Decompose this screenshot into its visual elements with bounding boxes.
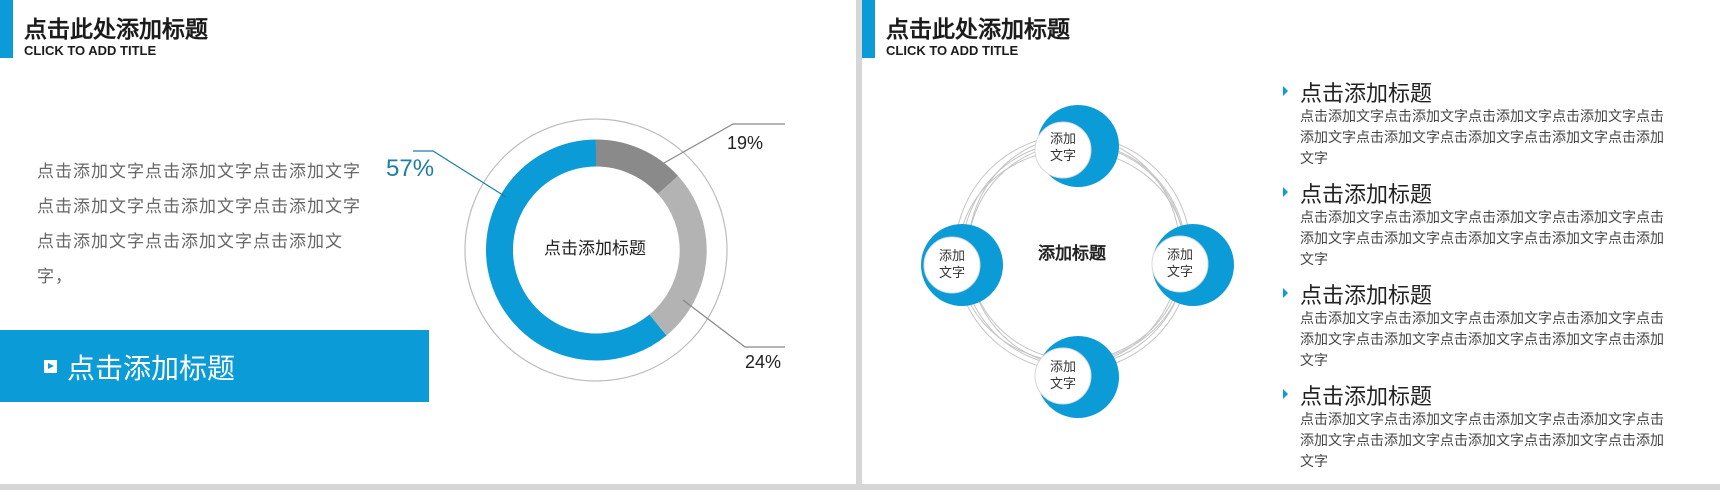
node-label-line: 文字	[1049, 377, 1076, 392]
slide-left: 点击此处添加标题 CLICK TO ADD TITLE 点击添加文字点击添加文字…	[0, 0, 856, 484]
caret-right-icon	[1283, 86, 1288, 96]
node-label-line: 添加	[938, 249, 965, 264]
node-right-label: 添加 文字	[1160, 247, 1200, 281]
caret-right-icon	[1283, 389, 1288, 399]
donut-segment-medium	[649, 175, 707, 336]
node-label-line: 添加	[1049, 132, 1076, 147]
title-accent-bar	[862, 0, 875, 58]
list-item: 点击添加标题 点击添加文字点击添加文字点击添加文字点击添加文字点击添加文字点击添…	[1283, 177, 1673, 278]
donut-outer-ring	[464, 118, 728, 382]
label-medium: 24%	[745, 352, 782, 372]
node-left-label: 添加 文字	[932, 248, 972, 282]
slide-subtitle: CLICK TO ADD TITLE	[24, 43, 157, 58]
play-icon	[44, 360, 57, 373]
slide-right: 点击此处添加标题 CLICK TO ADD TITLE 添加 文字	[862, 0, 1720, 484]
node-label-line: 文字	[1166, 265, 1193, 280]
leader-line-small	[663, 123, 785, 164]
diagram-center-title: 添加标题	[1038, 244, 1106, 264]
slide-subtitle: CLICK TO ADD TITLE	[886, 43, 1019, 58]
node-label-line: 添加	[1049, 360, 1076, 375]
leader-line-medium	[682, 299, 785, 348]
title-banner[interactable]	[0, 330, 429, 402]
list-item-text: 点击添加文字点击添加文字点击添加文字点击添加文字点击添加文字点击添加文字点击添加…	[1300, 109, 1664, 167]
cycle-diagram	[921, 105, 1234, 418]
title-accent-bar	[0, 0, 13, 58]
node-left	[921, 224, 1003, 306]
list-item-title: 点击添加标题	[1300, 183, 1433, 208]
list-item-title: 点击添加标题	[1300, 82, 1433, 107]
list-item-text: 点击添加文字点击添加文字点击添加文字点击添加文字点击添加文字点击添加文字点击添加…	[1300, 210, 1664, 268]
donut-segment-small	[595, 139, 679, 195]
donut-segment-main	[486, 139, 667, 361]
list-item-title: 点击添加标题	[1300, 385, 1433, 410]
list-item: 点击添加标题 点击添加文字点击添加文字点击添加文字点击添加文字点击添加文字点击添…	[1283, 76, 1673, 177]
node-bottom	[1034, 336, 1119, 418]
slide-title: 点击此处添加标题	[24, 17, 208, 43]
slide-title: 点击此处添加标题	[886, 17, 1070, 43]
list-item: 点击添加标题 点击添加文字点击添加文字点击添加文字点击添加文字点击添加文字点击添…	[1283, 278, 1673, 379]
bullet-list: 点击添加标题 点击添加文字点击添加文字点击添加文字点击添加文字点击添加文字点击添…	[1283, 76, 1673, 480]
node-top-label: 添加 文字	[1043, 131, 1083, 165]
node-label-line: 文字	[938, 266, 965, 281]
caret-right-icon	[1283, 187, 1288, 197]
donut-chart	[413, 118, 785, 382]
caret-right-icon	[1283, 288, 1288, 298]
label-small: 19%	[727, 133, 764, 153]
list-item: 点击添加标题 点击添加文字点击添加文字点击添加文字点击添加文字点击添加文字点击添…	[1283, 379, 1673, 480]
node-bottom-label: 添加 文字	[1043, 359, 1083, 393]
node-label-line: 添加	[1166, 248, 1193, 263]
label-main: 57%	[386, 155, 435, 182]
node-top	[1034, 105, 1119, 187]
body-text: 点击添加文字点击添加文字点击添加文字点击添加文字点击添加文字点击添加文字点击添加…	[37, 162, 361, 287]
list-item-title: 点击添加标题	[1300, 284, 1433, 309]
banner-label: 点击添加标题	[67, 352, 236, 385]
list-item-text: 点击添加文字点击添加文字点击添加文字点击添加文字点击添加文字点击添加文字点击添加…	[1300, 412, 1664, 470]
donut-center-label: 点击添加标题	[544, 239, 646, 259]
node-label-line: 文字	[1049, 149, 1076, 164]
list-item-text: 点击添加文字点击添加文字点击添加文字点击添加文字点击添加文字点击添加文字点击添加…	[1300, 311, 1664, 369]
node-right	[1151, 224, 1234, 306]
leader-line-main	[413, 150, 507, 198]
